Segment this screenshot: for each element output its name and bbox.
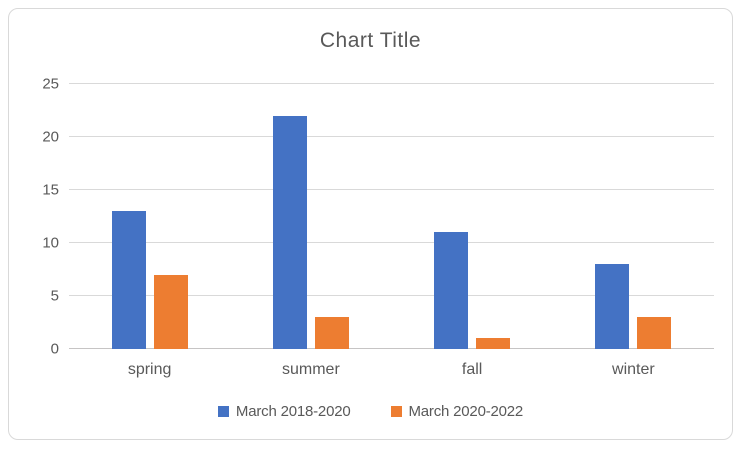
gridline-5 bbox=[69, 295, 714, 296]
category-group-winter bbox=[553, 84, 714, 349]
plot-area bbox=[69, 83, 714, 349]
category-group-fall bbox=[392, 84, 553, 349]
y-tick-label-20: 20 bbox=[42, 128, 59, 146]
bar-march-2020-2022-summer bbox=[314, 317, 349, 349]
bar-march-2020-2022-spring bbox=[153, 274, 188, 349]
gridline-10 bbox=[69, 242, 714, 243]
bar-march-2020-2022-winter bbox=[637, 317, 672, 349]
bar-march-2018-2020-fall bbox=[434, 232, 469, 349]
gridline-20 bbox=[69, 136, 714, 137]
y-tick-label-5: 5 bbox=[50, 287, 59, 305]
x-tick-label-fall: fall bbox=[461, 361, 483, 378]
bars-row bbox=[69, 84, 714, 349]
legend-item-march-2020-2022: March 2020-2022 bbox=[390, 403, 524, 420]
y-tick-label-25: 25 bbox=[42, 75, 59, 93]
bar-march-2018-2020-winter bbox=[595, 264, 630, 349]
legend-swatch-icon bbox=[390, 406, 402, 417]
legend-item-march-2018-2020: March 2018-2020 bbox=[217, 403, 351, 420]
gridline-25 bbox=[69, 83, 714, 84]
x-axis-labels: spring summer fall winter bbox=[69, 361, 714, 379]
legend: March 2018-2020 March 2020-2022 bbox=[9, 403, 732, 420]
legend-swatch-icon bbox=[217, 406, 229, 417]
chart-title: Chart Title bbox=[319, 29, 422, 52]
legend-label: March 2020-2022 bbox=[408, 403, 524, 420]
y-tick-label-10: 10 bbox=[42, 234, 59, 252]
x-tick-label-spring: spring bbox=[127, 361, 172, 378]
category-group-spring bbox=[69, 84, 230, 349]
category-group-summer bbox=[230, 84, 391, 349]
x-tick-label-summer: summer bbox=[281, 361, 340, 378]
y-axis: 0 5 10 15 20 25 bbox=[9, 77, 59, 357]
legend-label: March 2018-2020 bbox=[235, 403, 351, 420]
x-tick-label-winter: winter bbox=[612, 361, 655, 378]
bar-march-2018-2020-spring bbox=[111, 211, 146, 349]
bar-march-2018-2020-summer bbox=[272, 115, 307, 349]
bar-march-2020-2022-fall bbox=[476, 338, 511, 349]
y-tick-label-0: 0 bbox=[50, 340, 59, 358]
y-tick-label-15: 15 bbox=[42, 181, 59, 199]
gridline-15 bbox=[69, 189, 714, 190]
chart-frame: Chart Title 0 5 10 15 20 25 spring summer fall w… bbox=[8, 8, 733, 440]
x-axis-line bbox=[69, 348, 714, 349]
